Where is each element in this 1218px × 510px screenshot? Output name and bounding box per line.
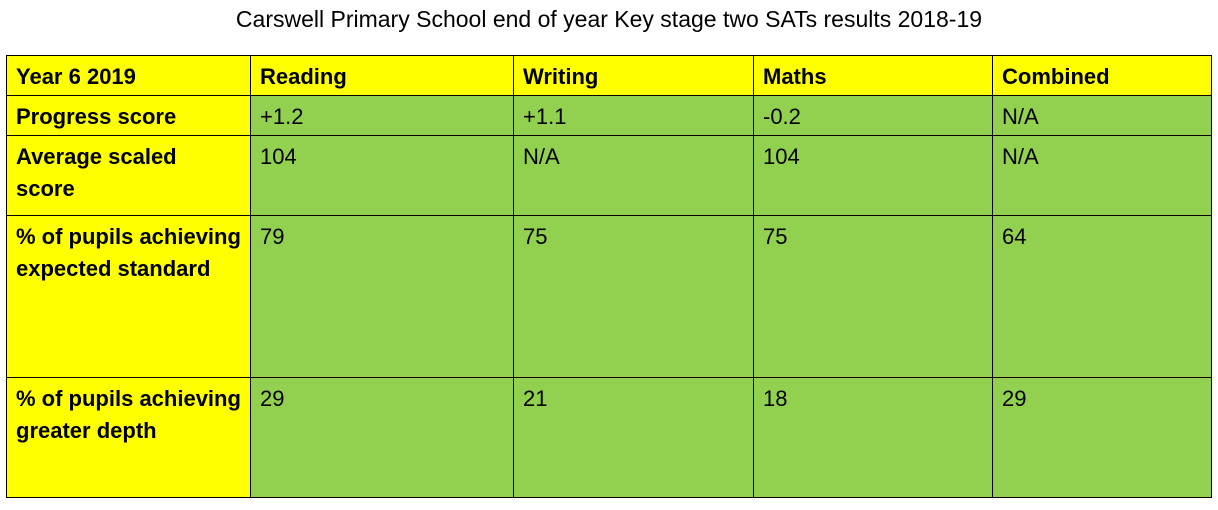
document-title: Carswell Primary School end of year Key … (235, 6, 983, 32)
table-cell: 104 (250, 135, 514, 216)
header-cell: Combined (992, 55, 1212, 96)
table-cell: +1.1 (513, 95, 754, 136)
row-label: % of pupils achieving greater depth (6, 377, 251, 498)
table-cell: 75 (513, 215, 754, 378)
row-label: Progress score (6, 95, 251, 136)
table-cell: N/A (992, 95, 1212, 136)
table-cell: -0.2 (753, 95, 993, 136)
table-cell: N/A (992, 135, 1212, 216)
table-cell: 64 (992, 215, 1212, 378)
header-cell: Year 6 2019 (6, 55, 251, 96)
header-cell: Writing (513, 55, 754, 96)
header-cell: Maths (753, 55, 993, 96)
header-row: Year 6 2019 Reading Writing Maths Combin… (6, 55, 1212, 96)
table-row: Progress score +1.2 +1.1 -0.2 N/A (6, 95, 1212, 136)
header-cell: Reading (250, 55, 514, 96)
table-cell: 18 (753, 377, 993, 498)
table-cell: 29 (250, 377, 514, 498)
table-cell: 21 (513, 377, 754, 498)
row-label: % of pupils achieving expected standard (6, 215, 251, 378)
results-table: Year 6 2019 Reading Writing Maths Combin… (6, 55, 1212, 498)
table-cell: N/A (513, 135, 754, 216)
table-cell: +1.2 (250, 95, 514, 136)
table-cell: 104 (753, 135, 993, 216)
table-row: Average scaled score 104 N/A 104 N/A (6, 135, 1212, 216)
row-label: Average scaled score (6, 135, 251, 216)
table-cell: 75 (753, 215, 993, 378)
table-row: % of pupils achieving expected standard … (6, 215, 1212, 378)
table-row: % of pupils achieving greater depth 29 2… (6, 377, 1212, 498)
table-cell: 79 (250, 215, 514, 378)
table-cell: 29 (992, 377, 1212, 498)
